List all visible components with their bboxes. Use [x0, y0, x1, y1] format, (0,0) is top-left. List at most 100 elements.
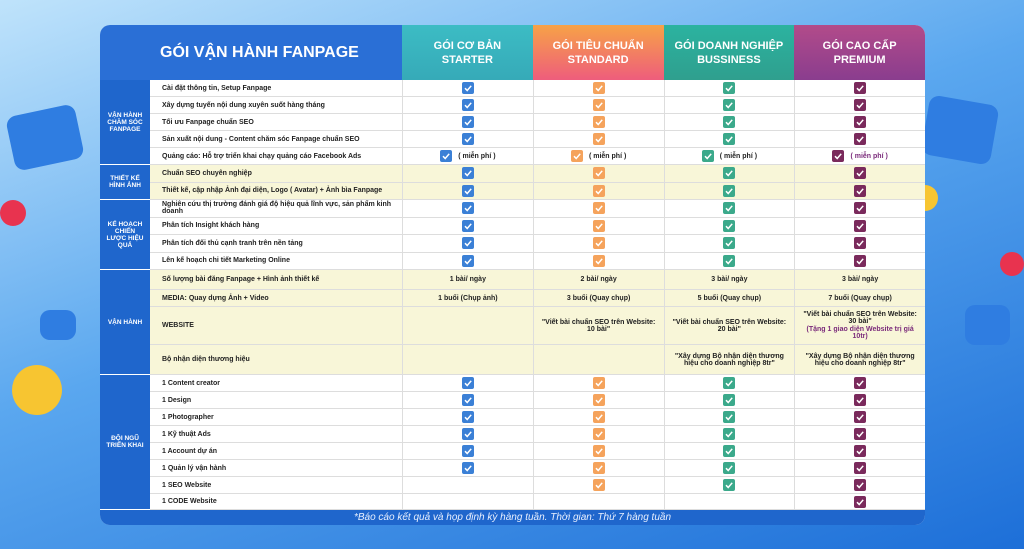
check	[592, 82, 605, 94]
feature-label: 1 Quản lý vận hành	[150, 460, 402, 477]
plan-cell: 1 bài/ ngày	[402, 270, 533, 290]
plan-cell	[402, 460, 533, 477]
check-box	[592, 479, 605, 491]
cell-text: 3 bài/ ngày	[842, 276, 879, 283]
check-tick	[856, 119, 864, 126]
plan-cell	[532, 460, 664, 477]
plan-header: GÓI CAO CẤP PREMIUM	[794, 25, 925, 80]
check	[723, 202, 736, 215]
plan-sub: STANDARD	[567, 53, 629, 66]
check-box	[592, 167, 605, 180]
check-box	[723, 133, 736, 145]
check-tick	[464, 465, 472, 472]
check	[461, 82, 474, 94]
check	[461, 116, 474, 128]
plan-cell	[402, 426, 533, 443]
check-tick	[725, 102, 734, 109]
check-box	[854, 82, 867, 94]
check-box	[854, 184, 867, 197]
check-box	[723, 82, 736, 94]
check-box	[592, 99, 605, 111]
feature-label: Lên kế hoạch chi tiết Marketing Online	[150, 253, 402, 270]
cell-text: 1 bài/ ngày	[449, 276, 486, 283]
check	[592, 167, 605, 180]
plan-cell: ( miễn phí )	[402, 148, 533, 165]
plan-cell	[532, 131, 664, 148]
check-box	[854, 462, 867, 474]
check-tick	[595, 205, 603, 212]
feature-label: WEBSITE	[150, 307, 402, 345]
check	[701, 150, 714, 162]
feature-label: MEDIA: Quay dựng Ảnh + Video	[150, 290, 402, 307]
cell-text: 5 buổi (Quay chụp)	[697, 294, 762, 302]
check	[461, 202, 474, 215]
plan-cell	[794, 235, 925, 253]
plan-cell	[402, 131, 533, 148]
check-box	[592, 133, 605, 145]
check	[854, 445, 867, 457]
check	[592, 99, 605, 111]
check	[723, 167, 736, 180]
check	[723, 428, 736, 440]
check-tick	[725, 136, 734, 143]
check-tick	[856, 85, 864, 92]
check-tick	[856, 102, 864, 109]
check	[592, 394, 605, 406]
check-tick	[856, 136, 864, 143]
check	[592, 411, 605, 423]
check-tick	[595, 397, 603, 404]
check-box	[592, 237, 605, 250]
check-tick	[595, 431, 603, 438]
plan-cell: 7 buổi (Quay chụp)	[794, 290, 925, 307]
check-box	[723, 219, 736, 232]
check-tick	[856, 205, 864, 212]
check-box	[461, 202, 474, 215]
plan-cell	[532, 252, 664, 270]
check-tick	[725, 482, 734, 489]
plan-cell: "Viết bài chuẩn SEO trên Website: 30 bài…	[794, 307, 925, 345]
check-box	[461, 411, 474, 423]
plan-cell	[794, 131, 925, 148]
plan-cell	[532, 235, 664, 253]
check	[854, 133, 867, 145]
check-box	[723, 445, 736, 457]
check-tick	[856, 258, 864, 265]
check-box	[592, 202, 605, 215]
feature-label: 1 Photographer	[150, 409, 402, 426]
check-tick	[725, 448, 734, 455]
check	[854, 82, 867, 94]
check	[592, 116, 605, 128]
plan-cell	[663, 409, 795, 426]
check-box	[723, 254, 736, 267]
check	[723, 219, 736, 232]
check	[723, 99, 736, 111]
cell-note: (Tặng 1 giao diện Website trị giá 10tr)	[806, 326, 914, 340]
plan-cell	[663, 426, 795, 443]
cell-text: "Xây dựng Bộ nhận diện thương hiệu cho d…	[674, 352, 784, 367]
plan-cell	[663, 114, 795, 131]
check-box	[592, 219, 605, 232]
check-tick	[464, 188, 472, 195]
check-tick	[856, 397, 864, 404]
check-tick	[464, 448, 472, 455]
cell-text: 3 buổi (Quay chụp)	[566, 294, 631, 302]
check	[854, 254, 867, 267]
feature-label: Phân tích Insight khách hàng	[150, 218, 402, 235]
check-tick	[856, 188, 864, 195]
check	[592, 377, 605, 389]
check-tick	[464, 380, 472, 387]
cell-note: ( miễn phí )	[588, 152, 627, 160]
check-tick	[725, 414, 734, 421]
check-box	[592, 82, 605, 94]
check-box	[854, 254, 867, 267]
group-label: ĐỘI NGŨ TRIỂN KHAI	[100, 375, 150, 510]
check	[592, 202, 605, 215]
plan-header: GÓI CƠ BẢN STARTER	[402, 25, 533, 80]
check	[854, 462, 867, 474]
check-box	[592, 428, 605, 440]
plan-header: GÓI DOANH NGHIỆP BUSSINESS	[663, 25, 795, 80]
check	[592, 445, 605, 457]
plan-cell	[532, 443, 664, 460]
heart-box	[965, 305, 1010, 345]
check	[592, 237, 605, 250]
